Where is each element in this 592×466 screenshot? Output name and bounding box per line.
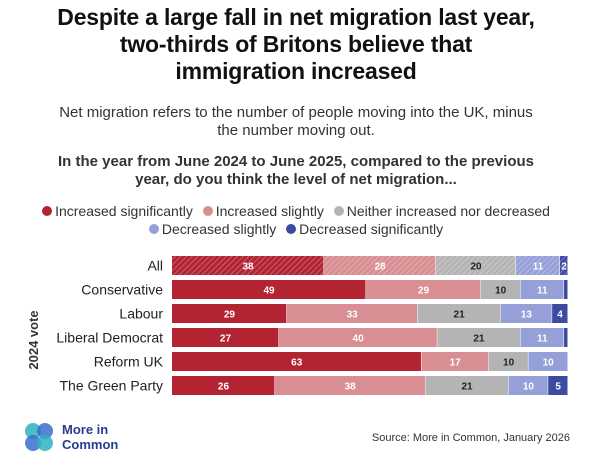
bar-segment xyxy=(172,352,421,371)
question-line-1: In the year from June 2024 to June 2025,… xyxy=(58,153,534,170)
more-in-common-logo: More in Common xyxy=(22,420,142,454)
bar-hatch xyxy=(436,256,516,275)
logo-line-2: Common xyxy=(62,437,119,452)
title-line-2: two-thirds of Britons believe that xyxy=(119,31,473,57)
legend-item-neither: Neither increased nor decreased xyxy=(333,202,550,220)
data-label: 40 xyxy=(353,334,365,345)
data-label: 38 xyxy=(242,262,254,273)
bar-segment xyxy=(488,352,528,371)
bar-segment xyxy=(552,304,568,323)
bar-segment xyxy=(500,304,552,323)
axis-title: 2024 vote xyxy=(26,310,41,369)
data-label: 49 xyxy=(263,286,275,297)
legend-label: Increased significantly xyxy=(55,203,193,219)
legend-dot xyxy=(286,224,297,234)
legend-label: Decreased significantly xyxy=(299,221,444,237)
category-label: All xyxy=(147,258,163,274)
data-label: 10 xyxy=(543,358,555,369)
bar-segment xyxy=(437,328,520,347)
category-label: Reform UK xyxy=(94,354,164,370)
data-label: 21 xyxy=(461,382,473,393)
legend-dot xyxy=(42,206,53,216)
bar-segment xyxy=(172,376,275,395)
logo-line-1: More in xyxy=(62,422,109,437)
data-label: 26 xyxy=(218,382,230,393)
subtitle-line-1: Net migration refers to the number of pe… xyxy=(59,104,533,121)
bar-hatch xyxy=(172,256,324,275)
legend-item-decreased-significantly: Decreased significantly xyxy=(286,220,443,238)
bar-segment xyxy=(172,304,287,323)
bar-segment xyxy=(172,328,279,347)
bar-segment xyxy=(274,376,425,395)
subtitle-line-2: the number moving out. xyxy=(217,122,375,139)
bar-segment xyxy=(172,280,366,299)
data-label: 33 xyxy=(347,310,359,321)
data-label: 27 xyxy=(220,334,232,345)
data-label: 4 xyxy=(557,310,563,321)
legend-item-increased-significantly: Increased significantly xyxy=(42,202,193,220)
chart-legend: Increased significantly Increased slight… xyxy=(10,202,582,238)
data-label: 28 xyxy=(374,262,386,273)
data-label: 63 xyxy=(291,358,303,369)
data-label: 10 xyxy=(523,382,535,393)
bar-segment xyxy=(366,280,481,299)
legend-label: Decreased slightly xyxy=(161,221,277,237)
stacked-bar-chart: 2024 vote All 38 28 20 11 2 Conservative 49 29 10 1… xyxy=(26,256,568,395)
logo-icon xyxy=(25,423,53,451)
legend-dot xyxy=(202,206,213,216)
survey-question: In the year from June 2024 to June 2025,… xyxy=(20,153,572,189)
data-label: 29 xyxy=(418,286,430,297)
legend-item-increased-slightly: Increased slightly xyxy=(202,202,324,220)
data-label: 5 xyxy=(555,382,561,393)
data-label: 10 xyxy=(503,358,515,369)
bar-segment xyxy=(417,304,501,323)
data-label: 38 xyxy=(345,382,357,393)
data-label: 11 xyxy=(537,334,548,345)
data-label: 20 xyxy=(470,262,482,273)
title-line-3: immigration increased xyxy=(175,58,417,84)
legend-dot xyxy=(333,206,344,216)
category-label: Labour xyxy=(119,306,163,322)
logo-text: More in Common xyxy=(62,422,118,452)
legend-dot xyxy=(148,224,159,234)
bar-hatch xyxy=(324,256,436,275)
bar-segment xyxy=(564,280,568,299)
bar-segment xyxy=(480,280,520,299)
title-line-1: Despite a large fall in net migration la… xyxy=(57,4,535,30)
data-label: 13 xyxy=(521,310,533,321)
bar-segment xyxy=(508,376,548,395)
bar-segment xyxy=(425,376,509,395)
data-label: 17 xyxy=(450,358,462,369)
data-label: 11 xyxy=(537,286,548,297)
bar-segment xyxy=(564,328,568,347)
question-line-2: year, do you think the level of net migr… xyxy=(135,171,457,188)
chart-subtitle: Net migration refers to the number of pe… xyxy=(20,104,572,140)
bar-segment xyxy=(520,328,564,347)
bar-hatch xyxy=(516,256,560,275)
category-label: Liberal Democrat xyxy=(56,330,163,346)
legend-item-decreased-slightly: Decreased slightly xyxy=(148,220,277,238)
bar-segment xyxy=(520,280,564,299)
data-label: 29 xyxy=(224,310,236,321)
chart-title: Despite a large fall in net migration la… xyxy=(0,4,592,85)
category-label: The Green Party xyxy=(60,378,164,394)
data-label: 2 xyxy=(561,262,567,273)
bar-segment xyxy=(528,352,568,371)
data-label: 21 xyxy=(473,334,485,345)
legend-label: Increased slightly xyxy=(215,203,324,219)
data-label: 11 xyxy=(533,262,544,273)
bar-segment xyxy=(278,328,437,347)
category-label: Conservative xyxy=(81,282,163,298)
source-note: Source: More in Common, January 2026 xyxy=(371,432,570,444)
bar-segment xyxy=(421,352,489,371)
data-label: 10 xyxy=(495,286,507,297)
bar-segment xyxy=(548,376,568,395)
bar-segment xyxy=(286,304,418,323)
legend-label: Neither increased nor decreased xyxy=(346,203,550,219)
data-label: 21 xyxy=(454,310,466,321)
bar-hatch xyxy=(560,256,568,275)
